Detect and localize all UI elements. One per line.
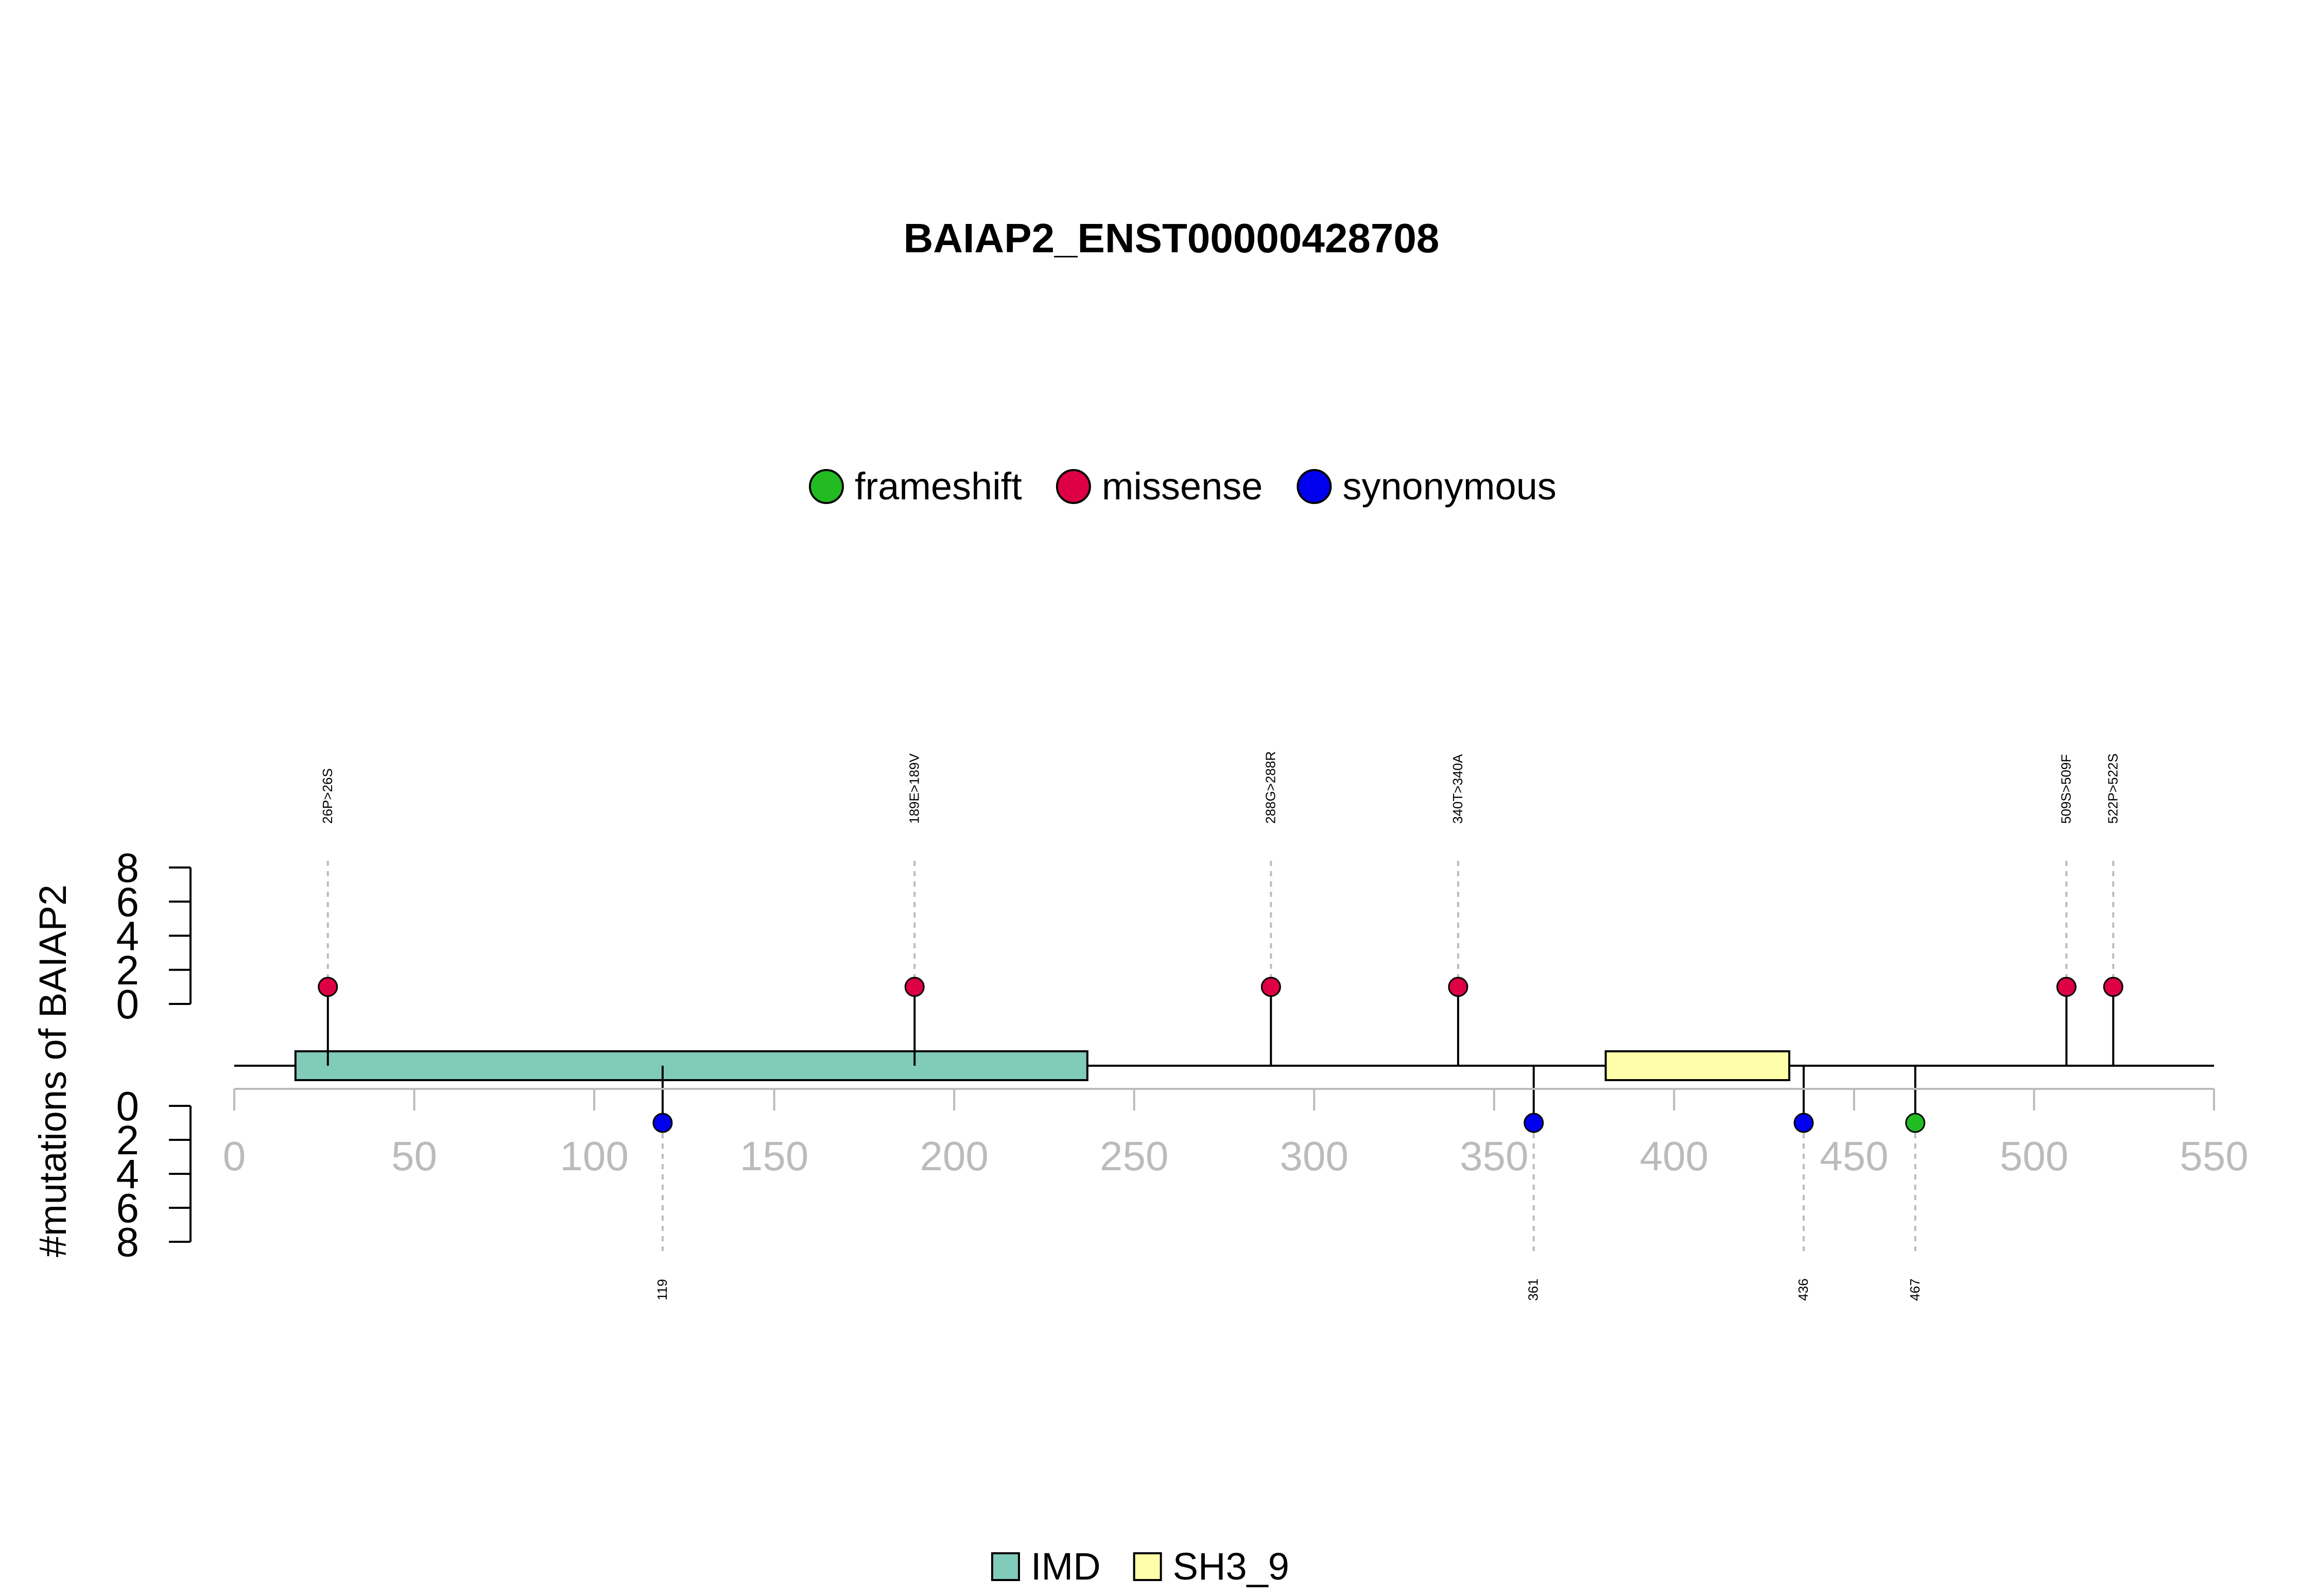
mutation-label-119: 119 <box>654 1279 670 1300</box>
mutation-point-26 <box>318 977 338 997</box>
mutation-label-522: 522P>522S <box>2105 753 2120 824</box>
x-tick-label-150: 150 <box>740 1133 808 1179</box>
y-bottom-tick-label-6: 6 <box>116 1185 140 1231</box>
domain-sh3-9 <box>1604 1050 1791 1081</box>
domain-imd <box>294 1050 1088 1081</box>
x-tick-label-550: 550 <box>2180 1133 2248 1179</box>
x-tick-label-400: 400 <box>1640 1133 1708 1179</box>
mutation-label-361: 361 <box>1526 1278 1541 1300</box>
mutation-point-522 <box>2103 977 2123 997</box>
y-bottom-tick-label-4: 4 <box>116 1151 140 1197</box>
label-guide-lines <box>326 861 2115 1251</box>
mutation-point-288 <box>1260 977 1281 997</box>
y-bottom-tick-label-8: 8 <box>116 1219 140 1265</box>
legend-swatch-missense <box>1056 469 1091 504</box>
mutation-type-legend: frameshift missense synonymous <box>809 465 1557 508</box>
mutation-label-467: 467 <box>1907 1278 1923 1300</box>
mutation-point-361 <box>1524 1113 1544 1133</box>
legend-label-synonymous: synonymous <box>1342 465 1556 508</box>
legend-label-imd: IMD <box>1031 1545 1101 1588</box>
mutation-point-436 <box>1793 1113 1814 1133</box>
legend-swatch-sh3-9 <box>1133 1552 1162 1581</box>
y-top-tick-label-2: 2 <box>116 947 140 993</box>
mutation-label-26: 26P>26S <box>320 768 335 824</box>
mutation-label-288: 288G>288R <box>1263 751 1278 824</box>
legend-label-frameshift: frameshift <box>855 465 1022 508</box>
mutation-point-189 <box>904 977 925 997</box>
legend-label-missense: missense <box>1102 465 1263 508</box>
mutation-label-340: 340T>340A <box>1450 754 1465 824</box>
y-bottom-tick-label-2: 2 <box>116 1117 140 1163</box>
mutation-point-340 <box>1448 977 1468 997</box>
legend-label-sh3-9: SH3_9 <box>1173 1545 1289 1588</box>
x-tick-label-450: 450 <box>1820 1133 1888 1179</box>
x-tick-label-50: 50 <box>391 1133 437 1179</box>
legend-swatch-synonymous <box>1296 469 1332 504</box>
y-bottom-tick-label-0: 0 <box>116 1083 140 1129</box>
mutation-labels: 26P>26S 189E>189V 288G>288R 340T>340A 509S>5… <box>320 751 2120 1301</box>
mutation-label-509: 509S>509F <box>2058 754 2073 824</box>
x-tick-label-350: 350 <box>1460 1133 1528 1179</box>
x-tick-label-100: 100 <box>560 1133 628 1179</box>
x-tick-label-500: 500 <box>2000 1133 2068 1179</box>
y-top-tick-label-6: 6 <box>116 879 140 925</box>
y-top-tick-label-4: 4 <box>116 913 140 959</box>
x-tick-label-200: 200 <box>920 1133 988 1179</box>
lollipop-heads <box>318 977 2123 1133</box>
x-tick-label-300: 300 <box>1280 1133 1348 1179</box>
domain-boxes <box>294 1050 1791 1081</box>
legend-swatch-imd <box>991 1552 1020 1581</box>
chart-title: BAIAP2_ENST00000428708 <box>904 215 1440 261</box>
domain-legend: IMD SH3_9 <box>991 1545 1289 1588</box>
y-top-tick-label-8: 8 <box>116 845 140 891</box>
x-tick-label-0: 0 <box>223 1133 246 1179</box>
y-top-tick-label-0: 0 <box>116 981 140 1027</box>
mutation-point-467 <box>1905 1113 1926 1133</box>
mutation-label-436: 436 <box>1795 1278 1811 1300</box>
lollipop-stems <box>326 986 2115 1123</box>
mutation-label-189: 189E>189V <box>906 753 922 824</box>
mutation-point-119 <box>652 1113 673 1133</box>
y-axis-label: #mutations of BAIAP2 <box>31 884 74 1257</box>
x-axis: 0 50 100 150 200 250 300 350 400 450 500 550 <box>223 1088 2249 1179</box>
mutation-point-509 <box>2056 977 2077 997</box>
x-tick-label-250: 250 <box>1100 1133 1168 1179</box>
legend-swatch-frameshift <box>809 469 844 504</box>
